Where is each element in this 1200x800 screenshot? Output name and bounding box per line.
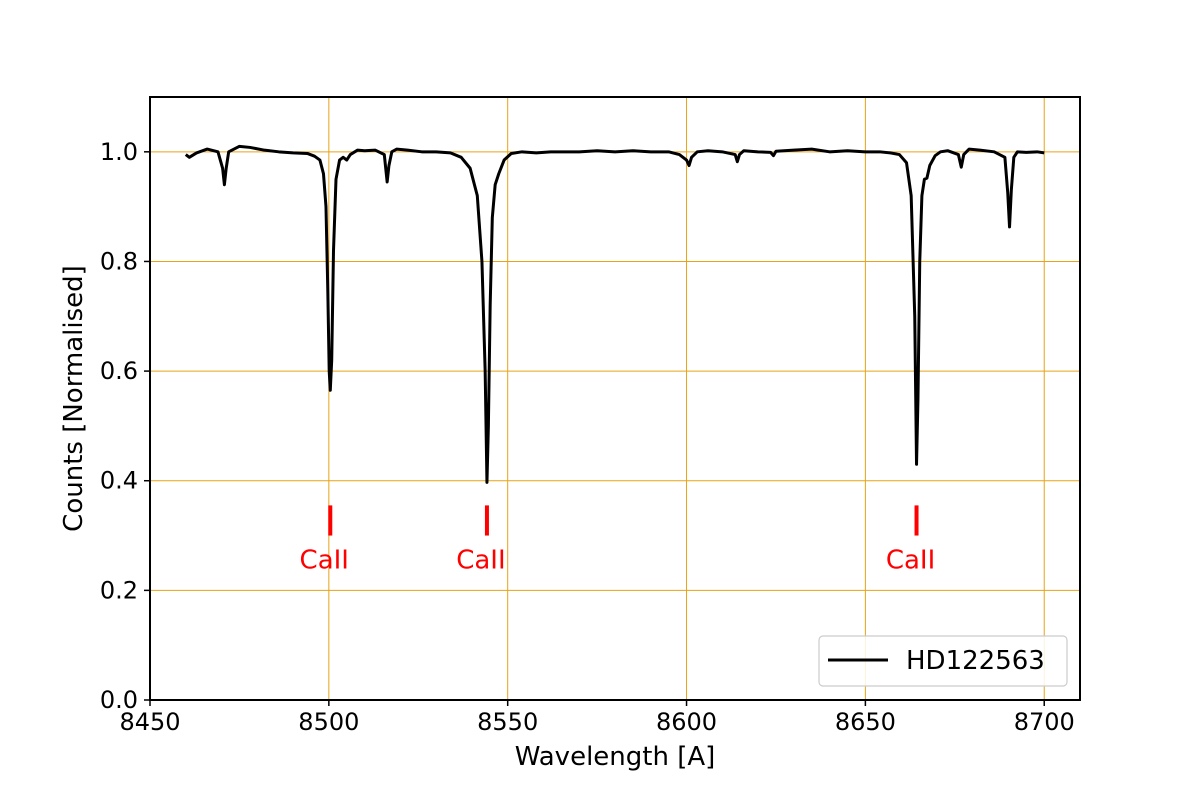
legend-box <box>818 635 1068 687</box>
x-tick-label: 8600 <box>656 708 717 736</box>
y-tick-label: 0.6 <box>100 357 138 385</box>
x-tick-label: 8550 <box>477 708 538 736</box>
axis-ticks: 8450 8500 8550 8600 8650 8700 0.0 0.2 0.4 0.6 0.8 1… <box>100 138 1075 736</box>
y-tick-label: 1.0 <box>100 138 138 166</box>
y-tick-label: 0.2 <box>100 576 138 604</box>
legend-entry: HD122563 <box>906 646 1045 676</box>
x-tick-label: 8650 <box>835 708 896 736</box>
annotation-label: CaII <box>300 545 349 575</box>
series-line-0 <box>184 144 1045 484</box>
x-tick-label: 8500 <box>298 708 359 736</box>
annotation-label: CaII <box>456 545 505 575</box>
y-tick-label: 0.4 <box>100 467 138 495</box>
plot-frame <box>149 96 1081 701</box>
legend: HD122563 <box>818 635 1068 687</box>
y-tick-label: 0.0 <box>100 686 138 714</box>
annotation-label: CaII <box>886 545 935 575</box>
y-axis-label: Counts [Normalised] <box>59 265 89 532</box>
line-annotations: CaII CaII CaII <box>300 505 935 575</box>
series-layer <box>184 144 1045 484</box>
y-tick-label: 0.8 <box>100 247 138 275</box>
x-tick-label: 8700 <box>1014 708 1075 736</box>
x-tick-label: 8450 <box>119 708 180 736</box>
x-axis-label: Wavelength [A] <box>515 742 716 772</box>
